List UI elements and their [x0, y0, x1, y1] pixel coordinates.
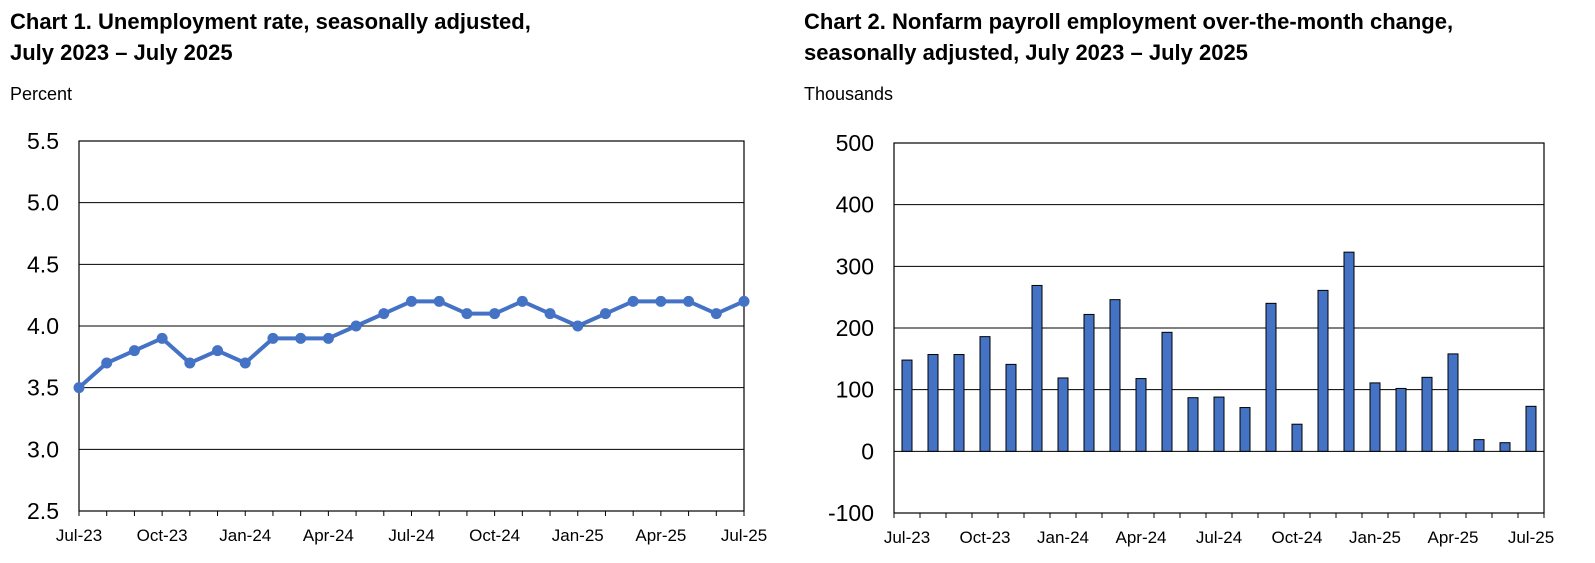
- chart-2-y-tick-label: 500: [836, 130, 874, 156]
- chart-2-y-tick-label: 400: [836, 192, 874, 218]
- chart-1-y-axis-label: Percent: [10, 84, 73, 104]
- chart-1-data-point: [128, 345, 140, 357]
- chart-2-bar: [1395, 387, 1407, 452]
- chart-1-x-tick-label: Apr-24: [303, 526, 354, 545]
- chart-1-y-tick-label: 5.0: [27, 190, 59, 216]
- chart-1-series-line: [77, 299, 745, 390]
- chart-1-title-line1: Chart 1. Unemployment rate, seasonally a…: [10, 9, 531, 34]
- chart-2-bar: [1109, 299, 1121, 452]
- chart-1-panel: Chart 1. Unemployment rate, seasonally a…: [0, 0, 790, 563]
- chart-2-bar: [1499, 442, 1511, 452]
- chart-2-y-axis-label: Thousands: [804, 84, 894, 104]
- chart-2-bar: [1239, 407, 1251, 452]
- chart-2-bar: [1369, 382, 1381, 452]
- chart-2-y-tick-label: -100: [828, 500, 874, 526]
- chart-1-data-point: [239, 357, 251, 369]
- chart-2-bar: [1265, 302, 1277, 452]
- chart-2-y-tick-label: 300: [836, 253, 874, 279]
- chart-1-title: Chart 1. Unemployment rate, seasonally a…: [10, 6, 531, 68]
- chart-1-x-tick-label: Jan-24: [219, 526, 271, 545]
- chart-2-y-tick-label: 200: [836, 315, 874, 341]
- chart-2-x-tick-label: Oct-24: [1271, 528, 1322, 547]
- chart-2-panel: Chart 2. Nonfarm payroll employment over…: [800, 0, 1595, 563]
- chart-1-data-point: [156, 332, 168, 344]
- chart-1-data-point: [738, 295, 750, 307]
- chart-2-bar: [1057, 377, 1069, 452]
- chart-1-x-tick-label: Jul-23: [56, 526, 102, 545]
- chart-2-title: Chart 2. Nonfarm payroll employment over…: [804, 6, 1453, 68]
- chart-1-data-point: [322, 332, 334, 344]
- chart-2-x-tick-label: Jan-25: [1349, 528, 1401, 547]
- chart-1-y-tick-label: 2.5: [27, 498, 59, 524]
- chart-1-data-point: [710, 308, 722, 320]
- chart-1-x-tick-label: Oct-24: [469, 526, 520, 545]
- chart-2-bar: [1291, 423, 1303, 452]
- chart-2-bar: [1161, 331, 1173, 452]
- chart-1-data-point: [516, 295, 528, 307]
- chart-1-data-point: [295, 332, 307, 344]
- chart-1-data-point: [267, 332, 279, 344]
- chart-1-plot: 5.5 5.0 4.5 4.0 3.5 3.0 2.5 Jul-23 Oct-23 Jan-24 A…: [27, 128, 767, 545]
- chart-1-data-point: [572, 320, 584, 332]
- chart-2-bar: [1135, 378, 1147, 452]
- chart-2-plot: 500 400 300 200 100 0 -100 Jul-23 Oct-23 Jan-24 Ap…: [828, 130, 1554, 547]
- chart-1-data-point: [489, 308, 501, 320]
- chart-1-data-point: [73, 382, 85, 394]
- chart-2-bar: [953, 354, 965, 452]
- chart-2-bar: [1421, 376, 1433, 452]
- chart-2-bar: [1317, 289, 1329, 452]
- chart-1-data-point: [212, 345, 224, 357]
- chart-1-data-point: [406, 295, 417, 307]
- chart-2-bar: [1525, 405, 1537, 452]
- chart-1-x-tick-label: Jul-24: [388, 526, 434, 545]
- chart-2-x-tick-label: Oct-23: [959, 528, 1010, 547]
- chart-1-data-point: [627, 295, 639, 307]
- chart-1-x-tick-label: Jul-25: [721, 526, 767, 545]
- chart-2-x-tick-label: Jan-24: [1037, 528, 1089, 547]
- chart-1-data-point: [655, 295, 667, 307]
- chart-1-data-point: [599, 308, 611, 320]
- chart-2-title-line2: seasonally adjusted, July 2023 – July 20…: [804, 40, 1248, 65]
- chart-1-y-tick-label: 3.0: [27, 436, 59, 462]
- chart-2-y-tick-label: 0: [861, 438, 874, 464]
- chart-2-x-tick-label: Jul-23: [884, 528, 930, 547]
- chart-1-x-tick-label: Oct-23: [137, 526, 188, 545]
- chart-2-bar: [1473, 439, 1485, 452]
- chart-1-data-point: [544, 308, 556, 320]
- chart-1-data-point: [184, 357, 196, 369]
- chart-1-data-point: [433, 295, 445, 307]
- chart-2-x-tick-label: Apr-25: [1427, 528, 1478, 547]
- chart-1-y-tick-label: 3.5: [27, 375, 59, 401]
- chart-1-y-tick-label: 5.5: [27, 128, 59, 154]
- chart-2-x-tick-label: Apr-24: [1115, 528, 1166, 547]
- chart-1-data-point: [683, 295, 695, 307]
- chart-2-bar: [1083, 313, 1095, 452]
- chart-1-y-tick-label: 4.0: [27, 313, 59, 339]
- chart-2-y-tick-label: 100: [836, 377, 874, 403]
- chart-2-x-tick-label: Jul-24: [1196, 528, 1242, 547]
- chart-1-data-point: [378, 308, 390, 320]
- chart-1-data-point: [350, 320, 362, 332]
- chart-2-bar: [1187, 397, 1199, 452]
- chart-2-bar: [1213, 396, 1225, 452]
- chart-2-bar: [927, 354, 939, 452]
- chart-2-bar: [1005, 363, 1017, 452]
- chart-1-y-tick-label: 4.5: [27, 251, 59, 277]
- chart-2-bar: [1447, 353, 1459, 452]
- chart-2-x-tick-label: Jul-25: [1508, 528, 1554, 547]
- chart-1-x-tick-label: Apr-25: [635, 526, 686, 545]
- plot-frame: [893, 142, 1545, 514]
- chart-1-data-point: [101, 357, 113, 369]
- chart-2-bar: [901, 359, 913, 452]
- chart-2-title-line1: Chart 2. Nonfarm payroll employment over…: [804, 9, 1454, 34]
- chart-1-data-point: [461, 308, 473, 320]
- chart-2-bar: [979, 336, 991, 452]
- chart-1-x-tick-label: Jan-25: [552, 526, 604, 545]
- chart-1-title-line2: July 2023 – July 2025: [10, 40, 233, 65]
- chart-2-bar: [1343, 251, 1355, 452]
- chart-2-bar: [1031, 284, 1043, 452]
